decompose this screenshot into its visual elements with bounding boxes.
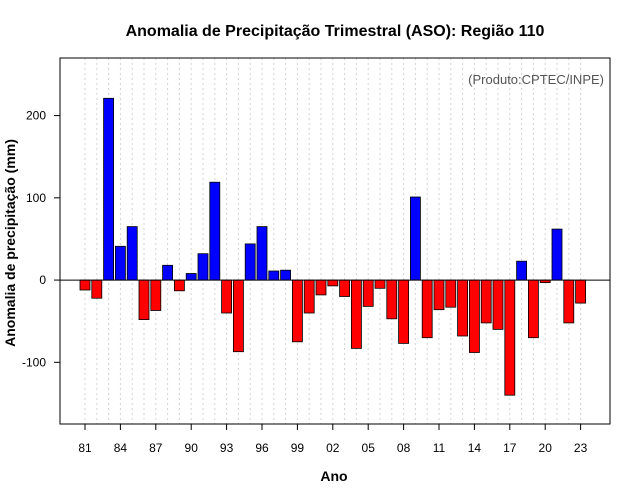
bar-2004 bbox=[350, 279, 362, 349]
x-tick-label: 90 bbox=[185, 441, 199, 455]
bars bbox=[79, 97, 586, 396]
x-tick-label: 96 bbox=[255, 441, 269, 455]
y-tick-label: 200 bbox=[26, 109, 46, 123]
bar-2007 bbox=[386, 279, 398, 320]
bar-2013 bbox=[457, 279, 469, 337]
bar-1981 bbox=[79, 279, 91, 291]
bar-1993 bbox=[221, 279, 233, 314]
bar-1987 bbox=[150, 279, 162, 311]
x-tick-label: 84 bbox=[114, 441, 128, 455]
y-axis-label: Anomalia de precipitação (mm) bbox=[2, 139, 18, 347]
bar-1991 bbox=[197, 253, 209, 281]
x-tick-label: 23 bbox=[574, 441, 588, 455]
bar-2023 bbox=[575, 279, 586, 304]
bar-2017 bbox=[504, 279, 516, 396]
y-tick-label: 100 bbox=[26, 191, 46, 205]
x-tick-label: 11 bbox=[433, 441, 446, 455]
x-tick-label: 81 bbox=[78, 441, 92, 455]
bar-2012 bbox=[445, 279, 457, 308]
bar-1986 bbox=[138, 279, 150, 321]
y-tick-label: 0 bbox=[39, 273, 46, 287]
bar-1997 bbox=[268, 270, 280, 281]
bar-2018 bbox=[516, 260, 527, 281]
x-tick-label: 93 bbox=[220, 441, 234, 455]
x-tick-label: 05 bbox=[362, 441, 376, 455]
bar-2011 bbox=[433, 279, 445, 311]
bar-1984 bbox=[115, 245, 126, 281]
bar-2022 bbox=[563, 279, 575, 324]
bar-2009 bbox=[409, 196, 421, 281]
bar-2008 bbox=[398, 279, 410, 344]
bar-1983 bbox=[103, 97, 114, 281]
bar-2015 bbox=[480, 279, 492, 324]
bar-1994 bbox=[232, 279, 244, 353]
bar-2021 bbox=[551, 228, 563, 281]
x-tick-label: 17 bbox=[503, 441, 517, 455]
bar-1985 bbox=[126, 226, 138, 281]
x-tick-label: 87 bbox=[149, 441, 163, 455]
bar-1996 bbox=[256, 226, 268, 281]
bar-2016 bbox=[492, 279, 504, 330]
bar-1982 bbox=[91, 279, 103, 299]
bar-2005 bbox=[362, 279, 374, 307]
bar-2003 bbox=[339, 279, 351, 297]
bar-1992 bbox=[209, 181, 221, 281]
credit-label: (Produto:CPTEC/INPE) bbox=[468, 72, 604, 87]
x-axis-label: Ano bbox=[320, 468, 347, 484]
bar-2002 bbox=[327, 279, 339, 287]
bar-1998 bbox=[280, 269, 292, 281]
chart-title: Anomalia de Precipitação Trimestral (ASO… bbox=[126, 23, 545, 40]
y-axis: -100 0 100 200 bbox=[22, 109, 60, 369]
bar-1990 bbox=[185, 273, 197, 281]
x-tick-label: 99 bbox=[291, 441, 305, 455]
bar-2000 bbox=[303, 279, 315, 314]
bar-2010 bbox=[421, 279, 433, 339]
bar-2006 bbox=[374, 279, 386, 289]
x-tick-label: 02 bbox=[326, 441, 340, 455]
x-tick-label: 14 bbox=[468, 441, 482, 455]
plot-frame bbox=[59, 57, 611, 425]
bar-1989 bbox=[173, 279, 185, 292]
x-axis: 81 84 87 90 93 96 99 02 05 08 11 14 17 20 23 bbox=[78, 424, 588, 455]
x-tick-label: 20 bbox=[539, 441, 553, 455]
x-tick-label: 08 bbox=[397, 441, 411, 455]
bar-1999 bbox=[291, 279, 303, 343]
bar-2014 bbox=[468, 279, 480, 353]
y-tick-label: -100 bbox=[22, 355, 46, 369]
bar-2019 bbox=[528, 279, 539, 339]
bar-1995 bbox=[244, 243, 256, 281]
bar-1988 bbox=[162, 264, 174, 281]
bar-2001 bbox=[315, 279, 327, 296]
